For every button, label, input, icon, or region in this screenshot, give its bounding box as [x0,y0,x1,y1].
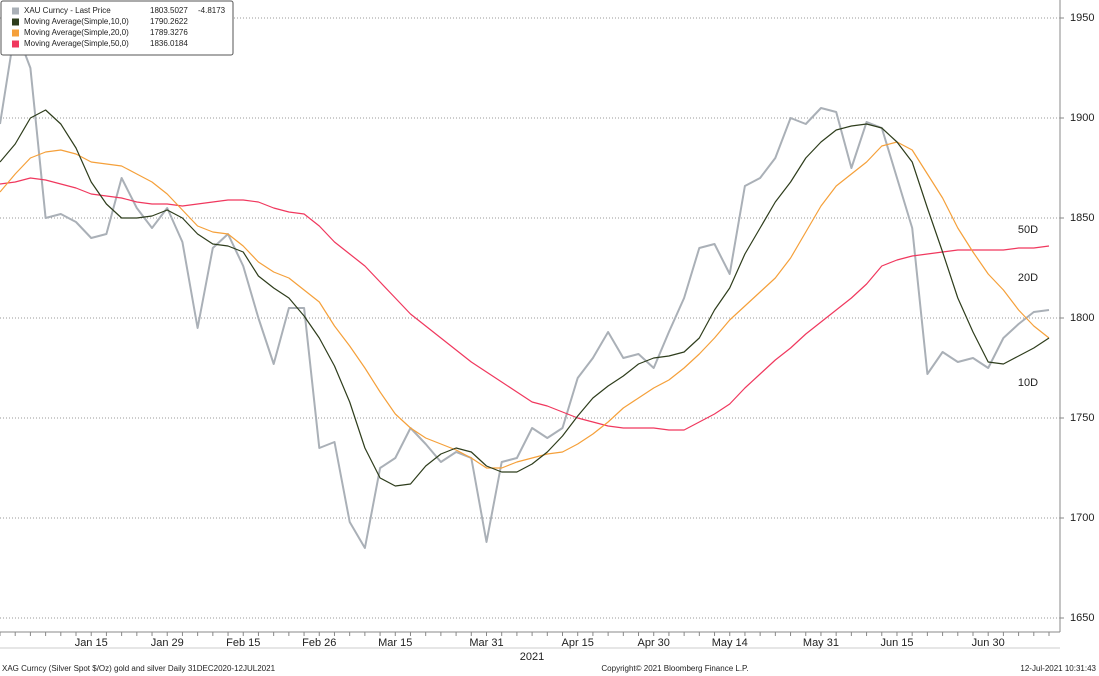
x-tick-label: Apr 15 [561,637,593,649]
series-line [0,141,1050,469]
y-tick-label: 1850 [1070,212,1094,224]
series-line [0,109,1050,487]
footer-center: Copyright© 2021 Bloomberg Finance L.P. [601,664,748,673]
legend-value: 1789.3276 [150,28,188,37]
plot-area: 1650 1700 1750 1800 1850 1900 1950 Jan 15 Jan 29… [0,12,1094,649]
legend-box [0,0,234,56]
x-tick-label: Mar 15 [378,637,412,649]
legend-value: -4.8173 [198,6,226,15]
legend-swatch [12,7,19,15]
y-tick-label: 1950 [1070,12,1094,24]
x-axis-group-label: 2021 [520,651,544,663]
legend-value: 1836.0184 [150,39,188,48]
legend-value: 1803.5027 [150,6,188,15]
x-tick-label: Feb 26 [302,637,336,649]
y-tick-label: 1750 [1070,412,1094,424]
series-line [0,177,1050,431]
x-tick-label: Jun 30 [972,637,1005,649]
legend-swatch [12,40,19,48]
y-tick-label: 1800 [1070,312,1094,324]
legend-label: Moving Average(Simple,10,0) [24,17,129,26]
x-tick-label: Jan 29 [151,637,184,649]
series-tag: 20D [1018,272,1038,284]
x-tick-label: Mar 31 [469,637,503,649]
footer-left: XAG Curncy (Silver Spot $/Oz) gold and s… [2,664,276,673]
legend-label: XAU Curncy - Last Price [24,6,111,15]
x-tick-label: May 31 [803,637,839,649]
legend-label: Moving Average(Simple,20,0) [24,28,129,37]
footer-right: 12-Jul-2021 10:31:43 [1020,664,1096,673]
y-tick-label: 1900 [1070,112,1094,124]
x-tick-label: Jan 15 [75,637,108,649]
legend-swatch [12,29,19,37]
x-tick-label: Feb 15 [226,637,260,649]
legend-label: Moving Average(Simple,50,0) [24,39,129,48]
legend: XAU Curncy - Last Price 1803.5027 -4.8173 M… [0,0,234,56]
x-tick-label: May 14 [712,637,748,649]
y-tick-label: 1650 [1070,612,1094,624]
series-tag: 50D [1018,224,1038,236]
x-tick-label: Jun 15 [880,637,913,649]
legend-value: 1790.2622 [150,17,188,26]
series-tag: 10D [1018,377,1038,389]
legend-swatch [12,18,19,26]
series-line [0,27,1050,549]
x-tick-label: Apr 30 [638,637,670,649]
y-tick-label: 1700 [1070,512,1094,524]
